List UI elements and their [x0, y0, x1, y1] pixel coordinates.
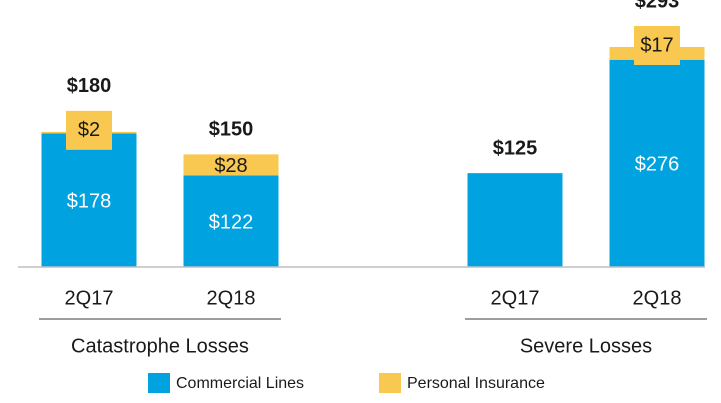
data-label: $276	[635, 154, 680, 176]
total-label: $180	[67, 75, 112, 97]
data-label: $17	[640, 34, 673, 56]
label-box	[634, 26, 680, 65]
x-tick-label: 2Q18	[207, 287, 256, 309]
data-label: $28	[214, 155, 247, 177]
data-label: $2	[78, 119, 100, 141]
legend-label: Personal Insurance	[407, 375, 545, 392]
x-tick-label: 2Q17	[65, 287, 114, 309]
bar-segment	[183, 175, 279, 267]
bar-segment	[183, 154, 279, 176]
x-tick-label: 2Q18	[633, 287, 682, 309]
total-label: $293	[635, 0, 680, 12]
legend-swatch	[148, 373, 170, 393]
data-label: $178	[67, 190, 112, 212]
group-label: Severe Losses	[520, 335, 652, 357]
x-tick-label: 2Q17	[491, 287, 540, 309]
label-box	[66, 110, 112, 150]
legend-label: Commercial Lines	[176, 375, 304, 392]
group-label: Catastrophe Losses	[71, 335, 249, 357]
total-label: $125	[493, 137, 538, 159]
bar-segment	[609, 59, 705, 268]
total-label: $150	[209, 119, 254, 141]
legend-swatch	[379, 373, 401, 393]
bar-segment	[41, 133, 137, 267]
data-label: $122	[209, 211, 254, 233]
bar-segment	[467, 173, 563, 267]
